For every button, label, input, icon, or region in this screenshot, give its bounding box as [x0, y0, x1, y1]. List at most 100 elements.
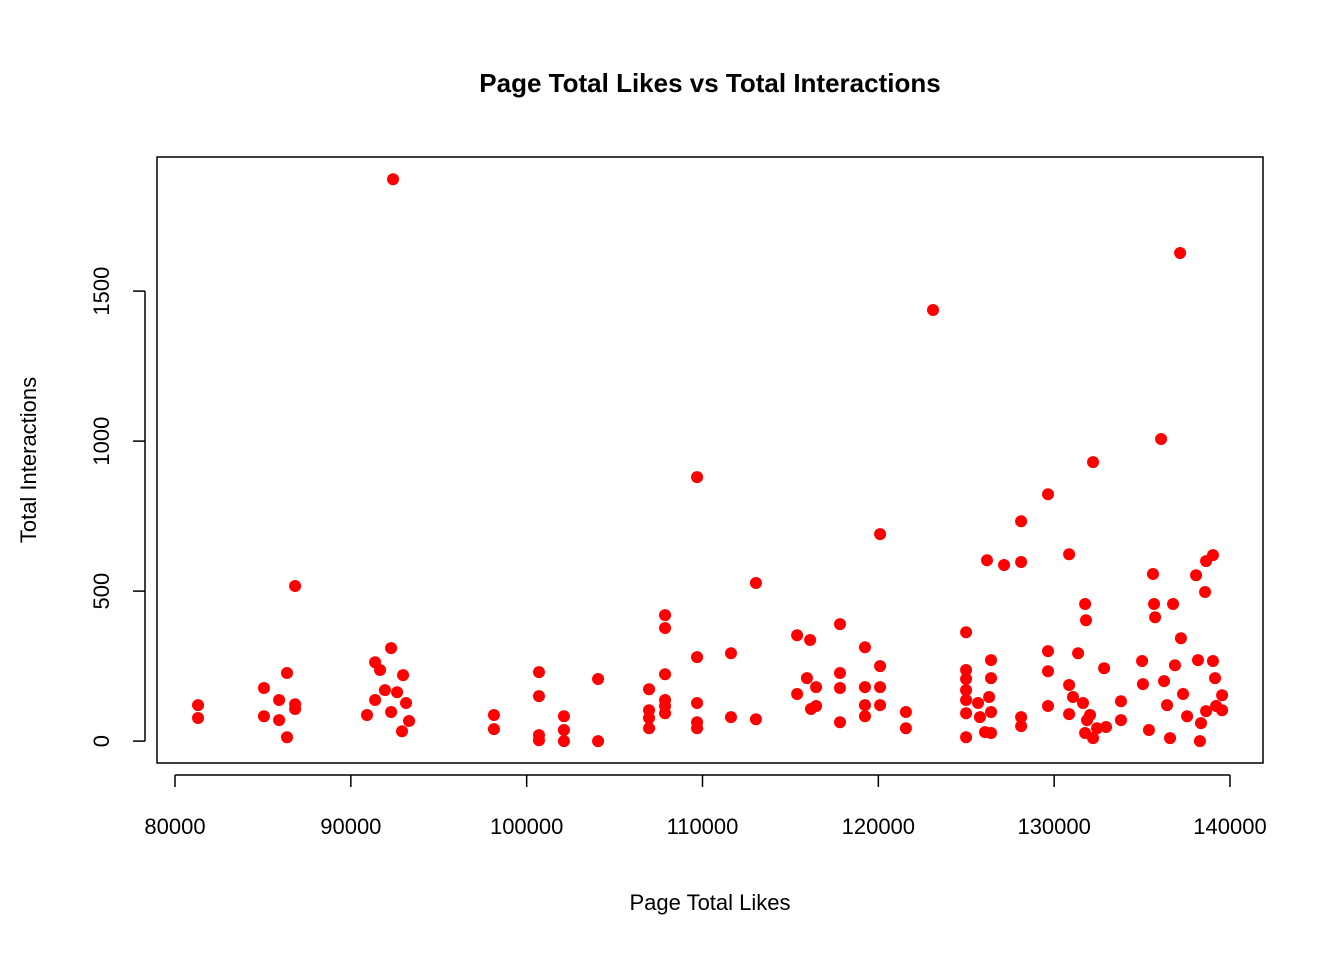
point — [1146, 568, 1159, 580]
point — [659, 622, 672, 634]
chart-title: Page Total Likes vs Total Interactions — [479, 68, 940, 98]
point — [1042, 488, 1055, 501]
point — [1174, 632, 1187, 645]
point — [1084, 709, 1097, 721]
point — [983, 691, 996, 703]
point — [643, 722, 656, 735]
point — [289, 703, 302, 715]
point — [1079, 614, 1092, 627]
x-tick-label: 120000 — [842, 814, 915, 839]
point — [800, 672, 813, 685]
point — [361, 709, 374, 721]
point — [592, 735, 605, 748]
point — [927, 304, 940, 316]
point — [1066, 691, 1079, 703]
point — [369, 694, 382, 706]
point — [1015, 711, 1028, 724]
point — [281, 731, 294, 744]
x-tick-label: 80000 — [144, 814, 205, 839]
point — [592, 673, 605, 685]
point — [1042, 665, 1055, 678]
point — [858, 641, 871, 654]
point — [998, 559, 1011, 571]
point — [1155, 433, 1168, 445]
point — [1100, 721, 1113, 733]
point — [192, 699, 205, 712]
point — [1161, 699, 1174, 712]
point — [273, 714, 286, 727]
point — [874, 528, 887, 541]
point — [1206, 549, 1219, 562]
point — [899, 722, 912, 735]
point — [810, 700, 823, 712]
point — [1042, 645, 1055, 658]
y-tick-label: 500 — [89, 573, 114, 610]
y-tick-label: 1500 — [89, 267, 114, 316]
x-tick-label: 140000 — [1193, 814, 1266, 839]
point — [192, 712, 205, 724]
point — [1148, 598, 1161, 610]
point — [1136, 678, 1149, 691]
point — [273, 694, 286, 706]
point — [874, 699, 887, 712]
point — [1136, 655, 1149, 667]
point — [1077, 697, 1090, 709]
point — [1200, 705, 1213, 718]
point — [691, 651, 704, 664]
point — [834, 682, 847, 694]
point — [972, 697, 985, 709]
point — [1063, 708, 1076, 721]
point — [1209, 672, 1222, 685]
point — [1191, 654, 1204, 667]
point — [973, 711, 986, 724]
point — [791, 629, 804, 642]
point — [1142, 724, 1155, 736]
point — [487, 709, 500, 721]
point — [1216, 704, 1229, 717]
point — [1164, 732, 1177, 745]
point — [960, 684, 973, 697]
point — [532, 690, 545, 703]
point — [643, 683, 656, 696]
point — [659, 668, 672, 681]
point — [1206, 655, 1219, 667]
point — [1079, 598, 1092, 610]
y-tick-label: 0 — [89, 735, 114, 747]
point — [1015, 556, 1028, 568]
point — [899, 706, 912, 718]
point — [659, 707, 672, 720]
point — [874, 681, 887, 694]
point — [834, 667, 847, 679]
point — [791, 688, 804, 700]
point — [749, 577, 762, 589]
point — [858, 681, 871, 694]
x-axis-label: Page Total Likes — [629, 890, 790, 915]
point — [374, 664, 387, 676]
point — [557, 735, 570, 748]
point — [834, 618, 847, 631]
point — [1177, 688, 1190, 700]
point — [289, 580, 302, 592]
point — [960, 626, 973, 639]
point — [1015, 720, 1028, 733]
point — [960, 664, 973, 676]
point — [643, 712, 656, 724]
point — [691, 697, 704, 709]
point — [400, 697, 413, 709]
point — [403, 715, 416, 727]
point — [1042, 700, 1055, 712]
point — [834, 716, 847, 729]
x-tick-label: 130000 — [1017, 814, 1090, 839]
point — [1158, 675, 1171, 688]
point — [691, 722, 704, 735]
point — [532, 666, 545, 679]
point — [724, 647, 737, 660]
point — [1087, 456, 1100, 469]
point — [1114, 714, 1127, 727]
point — [960, 707, 973, 720]
point — [1072, 647, 1085, 660]
point — [557, 724, 570, 736]
y-tick-label: 1000 — [89, 417, 114, 466]
point — [557, 710, 570, 723]
